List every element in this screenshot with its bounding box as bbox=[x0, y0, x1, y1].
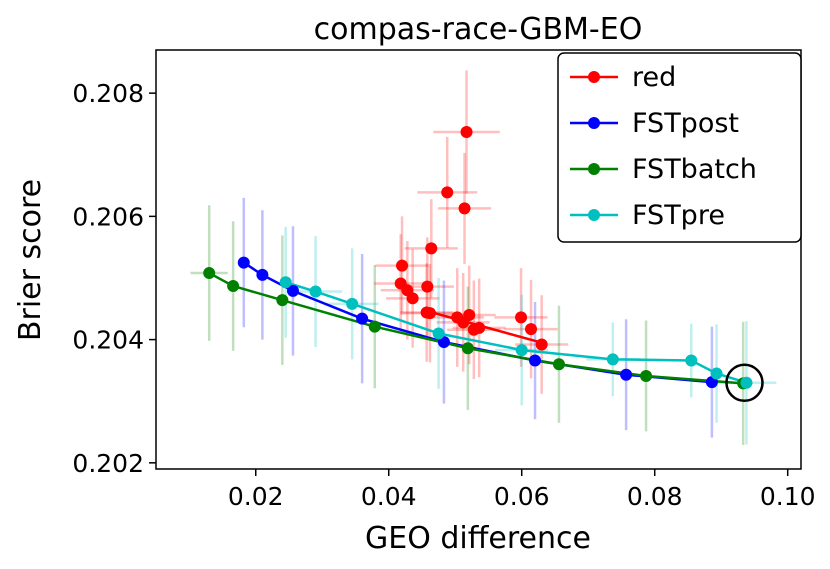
legend-marker-fstbatch bbox=[588, 163, 600, 175]
fstpost-point bbox=[356, 312, 369, 325]
fstbatch-point bbox=[203, 267, 216, 280]
y-tick-label: 0.202 bbox=[72, 449, 144, 478]
red-point bbox=[441, 186, 454, 199]
y-axis-ticks: 0.202 0.204 0.206 0.208 bbox=[72, 79, 156, 478]
fstbatch-point bbox=[227, 279, 240, 292]
fstpost-point bbox=[256, 268, 269, 281]
fstpre-point bbox=[710, 367, 723, 380]
annotations bbox=[725, 363, 764, 402]
fstbatch-point bbox=[640, 369, 653, 382]
legend: red FSTpost FSTbatch FSTpre bbox=[557, 52, 802, 243]
red-point bbox=[460, 125, 473, 138]
legend-label-red: red bbox=[632, 62, 676, 93]
fstbatch-point bbox=[552, 358, 565, 371]
x-axis-title: GEO difference bbox=[365, 521, 591, 556]
red-point bbox=[396, 259, 409, 272]
red-point bbox=[525, 323, 538, 336]
y-tick-label: 0.204 bbox=[72, 326, 144, 355]
legend-label-fstpre: FSTpre bbox=[632, 200, 725, 231]
fstpre-point bbox=[309, 285, 322, 298]
fstpost-point bbox=[620, 368, 633, 381]
legend-marker-fstpre bbox=[588, 209, 600, 221]
fstpost-point bbox=[237, 256, 250, 269]
fstbatch-point bbox=[276, 294, 289, 307]
y-axis-title: Brier score bbox=[13, 179, 48, 341]
fstpre-point bbox=[432, 327, 445, 340]
plot-area bbox=[190, 70, 777, 445]
fstbatch-point bbox=[368, 320, 381, 333]
x-tick-label: 0.08 bbox=[627, 482, 683, 511]
x-tick-label: 0.04 bbox=[361, 482, 417, 511]
red-point bbox=[467, 323, 480, 336]
legend-label-fstpost: FSTpost bbox=[632, 108, 739, 139]
series-markers bbox=[203, 125, 753, 390]
x-tick-label: 0.10 bbox=[760, 482, 816, 511]
y-tick-label: 0.206 bbox=[72, 202, 144, 231]
fstpre-point bbox=[279, 276, 292, 289]
highlight-circle bbox=[725, 363, 764, 402]
fstpre-point bbox=[740, 376, 753, 389]
y-tick-label: 0.208 bbox=[72, 79, 144, 108]
x-axis-ticks: 0.02 0.04 0.06 0.08 0.10 bbox=[228, 469, 816, 511]
fstpost-point bbox=[286, 284, 299, 297]
red-point bbox=[458, 202, 471, 215]
red-point bbox=[406, 292, 419, 305]
plot-frame bbox=[155, 49, 802, 470]
x-tick-label: 0.02 bbox=[228, 482, 284, 511]
fstpre-point bbox=[685, 354, 698, 367]
legend-label-fstbatch: FSTbatch bbox=[632, 154, 757, 185]
fstpre-point bbox=[515, 344, 528, 357]
red-point bbox=[457, 316, 470, 329]
fstbatch-point bbox=[461, 342, 474, 355]
x-tick-label: 0.06 bbox=[494, 482, 550, 511]
red-point bbox=[425, 242, 438, 255]
legend-marker-fstpost bbox=[588, 117, 600, 129]
fstpre-point bbox=[346, 297, 359, 310]
red-point bbox=[421, 280, 434, 293]
fstpost-point bbox=[529, 354, 542, 367]
legend-marker-red bbox=[588, 71, 600, 83]
fstpre-series-line bbox=[285, 281, 747, 384]
fstpost-point bbox=[437, 336, 450, 349]
red-point bbox=[515, 311, 528, 324]
red-point bbox=[535, 338, 548, 351]
red-series-line bbox=[429, 310, 543, 344]
legend-box bbox=[557, 52, 802, 243]
red-point bbox=[423, 307, 436, 320]
fstpre-point bbox=[606, 353, 619, 366]
chart-title: compas-race-GBM-EO bbox=[314, 12, 643, 47]
